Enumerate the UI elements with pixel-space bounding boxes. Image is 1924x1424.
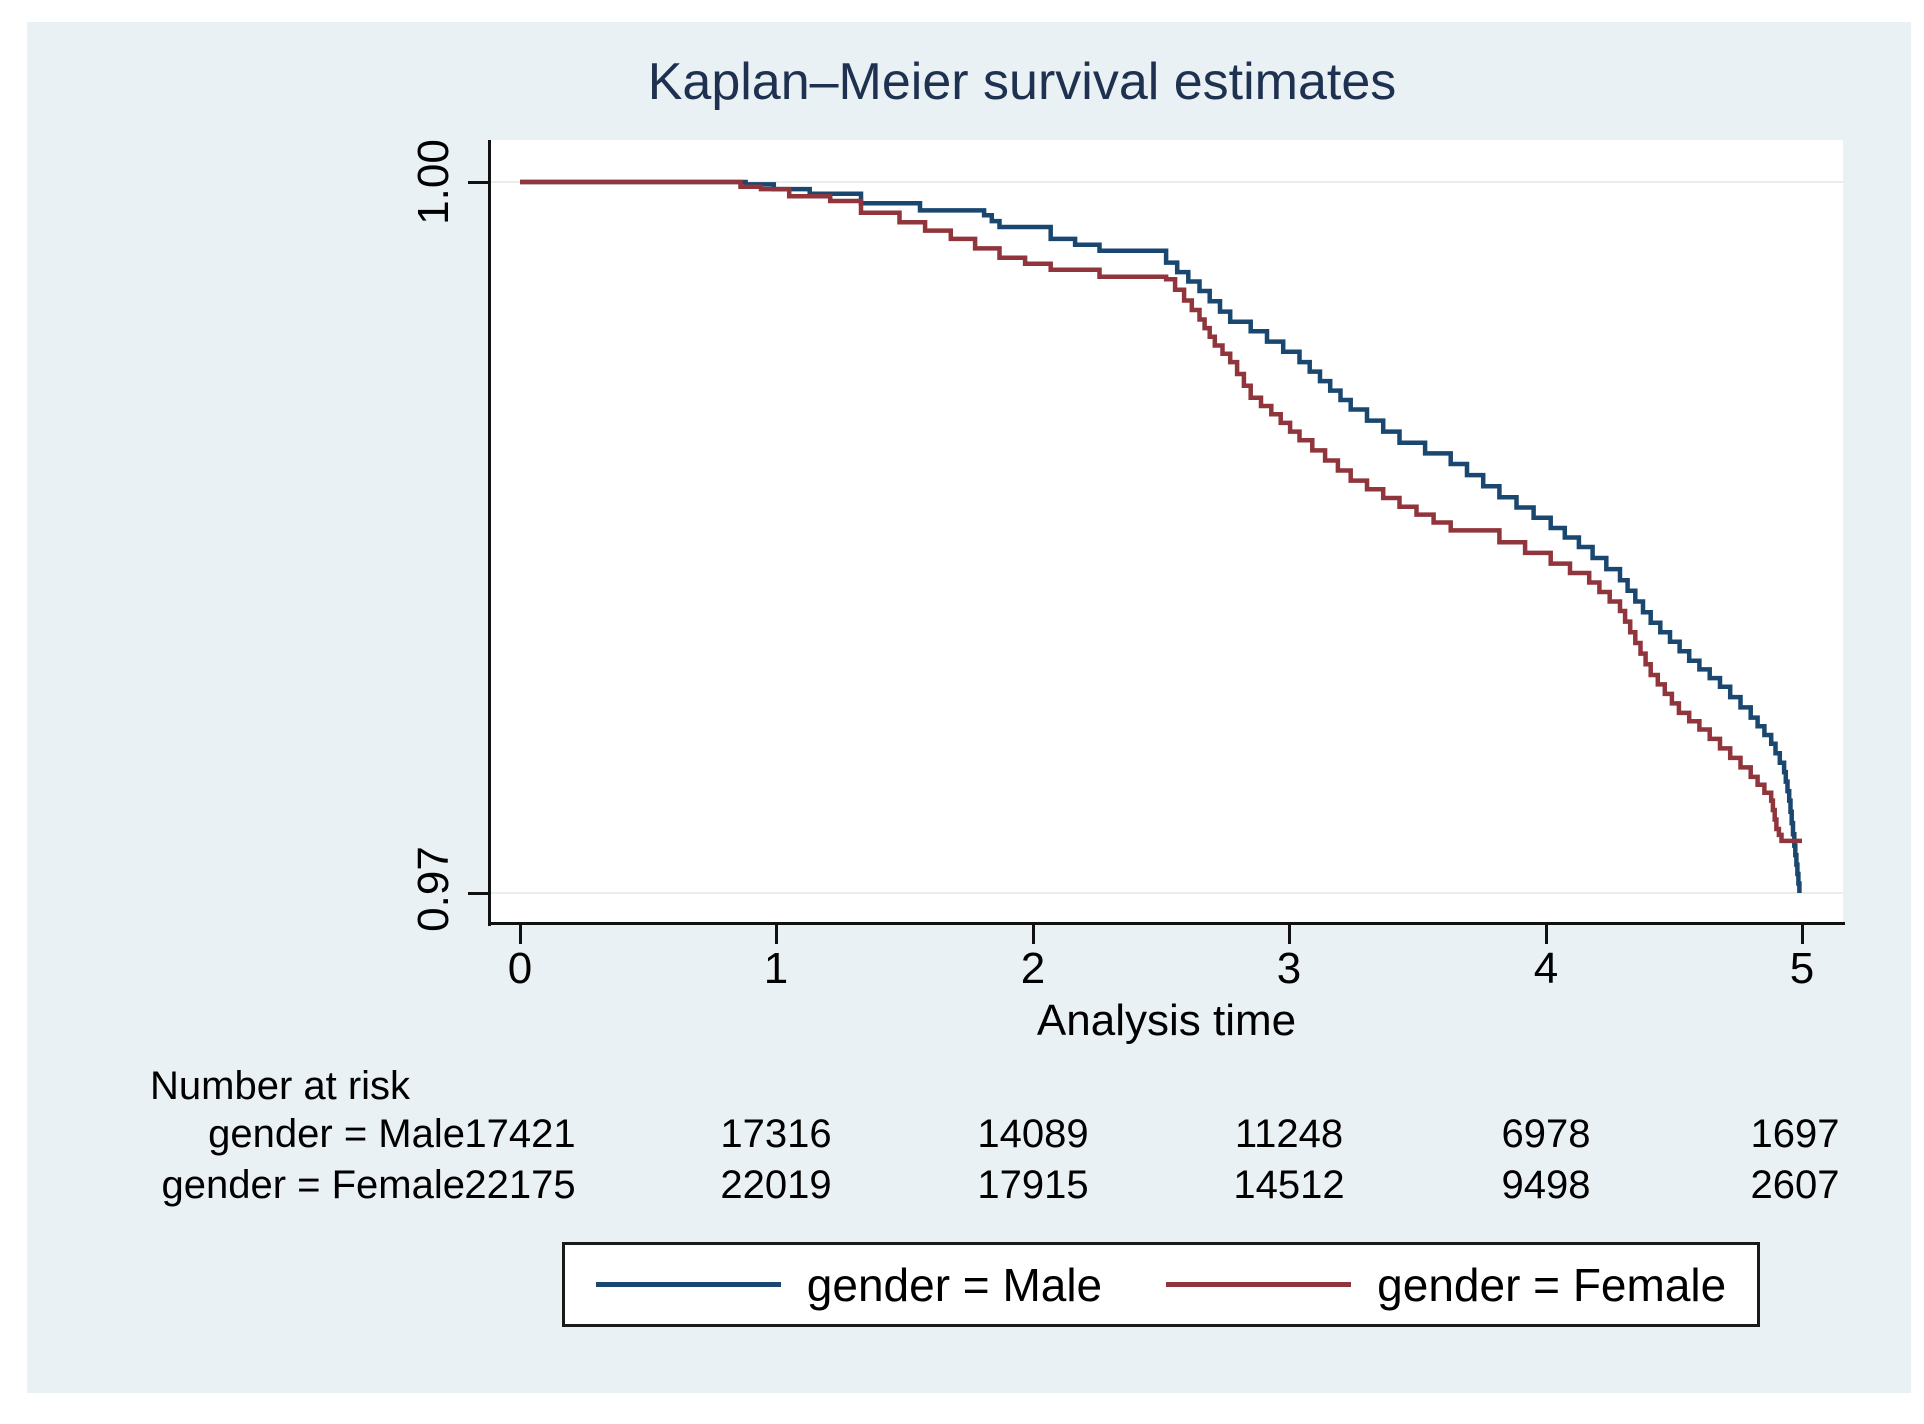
chart-title: Kaplan–Meier survival estimates: [647, 53, 1397, 111]
x-tick-label-2: 2: [1020, 944, 1046, 993]
legend-entry-male: gender = Male: [595, 1258, 1103, 1312]
y-tick-0.97: [468, 892, 489, 895]
risk-value-r0c1: 17316: [720, 1112, 832, 1156]
legend-entry-female: gender = Female: [1166, 1258, 1726, 1312]
risk-value-r1c0: 22175: [464, 1163, 576, 1207]
x-tick-0: [519, 925, 522, 944]
x-tick-label-1: 1: [763, 944, 789, 993]
x-axis-line: [488, 922, 1845, 925]
risk-value-r0c4: 6978: [1501, 1112, 1591, 1156]
x-tick-label-3: 3: [1276, 944, 1302, 993]
x-tick-2: [1032, 925, 1035, 944]
survival-curves: [520, 179, 1802, 893]
risk-row-label-female: gender = Female: [161, 1163, 465, 1207]
risk-value-r0c2: 14089: [977, 1112, 1089, 1156]
curve-female: [520, 179, 1802, 844]
male-line-swatch: [595, 1282, 781, 1287]
y-tick-1.00: [468, 181, 489, 184]
x-tick-5: [1801, 925, 1804, 944]
female-line-swatch: [1166, 1282, 1352, 1287]
risk-value-r0c5: 1697: [1750, 1112, 1840, 1156]
risk-value-r1c1: 22019: [720, 1163, 832, 1207]
y-axis-line: [488, 140, 491, 926]
x-tick-label-4: 4: [1533, 944, 1559, 993]
x-tick-label-5: 5: [1789, 944, 1815, 993]
risk-value-r1c2: 17915: [977, 1163, 1089, 1207]
gridline-1.00: [491, 181, 1843, 183]
x-tick-3: [1288, 925, 1291, 944]
legend-label-male: gender = Male: [806, 1258, 1103, 1311]
legend-label-female: gender = Female: [1377, 1258, 1727, 1311]
x-tick-4: [1545, 925, 1548, 944]
risk-value-r1c5: 2607: [1750, 1163, 1840, 1207]
x-tick-1: [775, 925, 778, 944]
y-tick-label-0.97: 0.97: [409, 846, 458, 932]
plot-area: [490, 140, 1843, 923]
risk-value-r0c0: 17421: [464, 1112, 576, 1156]
legend: gender = Male gender = Female: [562, 1242, 1760, 1327]
risk-row-label-male: gender = Male: [208, 1112, 465, 1156]
y-tick-label-1.00: 1.00: [409, 139, 458, 225]
x-axis-title: Analysis time: [1036, 996, 1297, 1045]
risk-value-r1c4: 9498: [1501, 1163, 1591, 1207]
curve-male: [520, 179, 1802, 893]
x-tick-label-0: 0: [507, 944, 533, 993]
risk-value-r0c3: 11248: [1234, 1112, 1344, 1156]
risk-value-r1c3: 14512: [1233, 1163, 1345, 1207]
risk-table-header: Number at risk: [150, 1064, 411, 1108]
gridline-0.97: [491, 892, 1843, 894]
